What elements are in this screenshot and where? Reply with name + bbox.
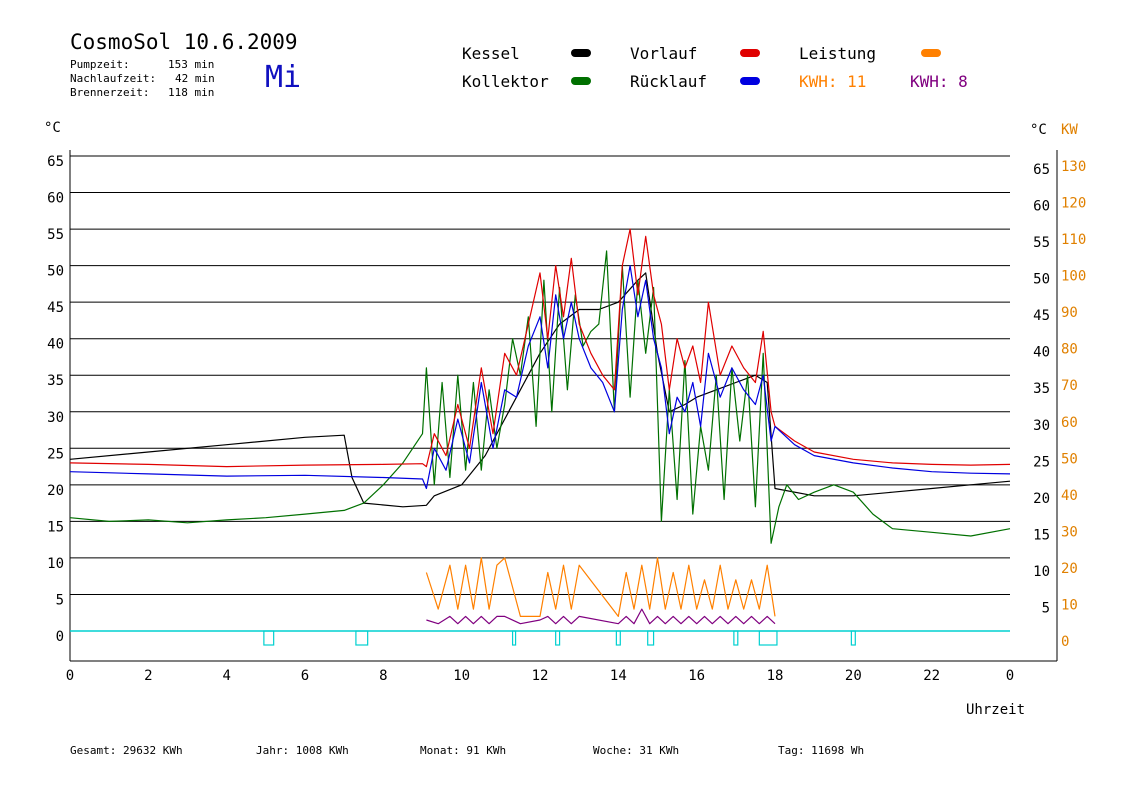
legend-ruecklauf-swatch xyxy=(740,77,760,85)
legend-kwh-orange: KWH: 11 xyxy=(799,72,867,91)
info-pumpzeit-value: 153 min xyxy=(168,58,215,71)
pump-on-marker xyxy=(647,630,655,646)
y-tick-label: 5 xyxy=(56,592,64,608)
legend-leistung-swatch xyxy=(921,49,941,57)
y-right-tick-label: 60 xyxy=(1033,199,1050,215)
x-tick-label: 2 xyxy=(144,668,152,684)
x-tick-label: 6 xyxy=(301,668,309,684)
info-nachlaufzeit-value: 42 min xyxy=(175,72,215,85)
right-axis-unit-kw: KW xyxy=(1061,122,1078,138)
x-tick-label: 16 xyxy=(688,668,705,684)
series-line-4 xyxy=(425,557,776,618)
info-brennerzeit-label: Brennerzeit: xyxy=(70,86,150,99)
info-nachlaufzeit-label: Nachlaufzeit: xyxy=(70,72,157,85)
series-line-0 xyxy=(69,272,1011,508)
y2-tick-label: 40 xyxy=(1061,488,1078,504)
y-tick-label: 60 xyxy=(47,191,64,207)
y-right-tick-label: 15 xyxy=(1033,527,1050,543)
footer-jahr: Jahr: 1008 KWh xyxy=(256,744,349,757)
y-right-tick-label: 25 xyxy=(1033,454,1050,470)
y2-tick-label: 0 xyxy=(1061,634,1069,650)
legend-kessel: Kessel xyxy=(462,44,520,63)
footer-monat: Monat: 91 KWh xyxy=(420,744,507,757)
legend-vorlauf: Vorlauf xyxy=(630,44,698,63)
footer-gesamt: Gesamt: 29632 KWh xyxy=(70,744,183,757)
x-axis-label: Uhrzeit xyxy=(966,702,1026,718)
x-tick-label: 14 xyxy=(610,668,627,684)
legend-kollektor-swatch xyxy=(571,77,591,85)
y2-tick-label: 110 xyxy=(1061,232,1086,248)
y2-tick-label: 30 xyxy=(1061,524,1078,540)
y-tick-label: 0 xyxy=(56,629,64,645)
y2-tick-label: 90 xyxy=(1061,305,1078,321)
legend-leistung: Leistung xyxy=(799,44,877,63)
pump-on-marker xyxy=(511,630,517,646)
y-tick-label: 65 xyxy=(47,154,64,170)
pump-on-marker xyxy=(355,630,369,646)
x-tick-label: 18 xyxy=(767,668,784,684)
x-tick-label: 10 xyxy=(453,668,470,684)
y2-tick-label: 60 xyxy=(1061,415,1078,431)
y-tick-label: 40 xyxy=(47,337,64,353)
x-tick-label: 0 xyxy=(1006,668,1014,684)
pump-on-marker xyxy=(555,630,561,646)
series-line-2 xyxy=(69,228,1011,468)
info-brennerzeit-value: 118 min xyxy=(168,86,215,99)
pump-on-marker xyxy=(758,630,778,646)
pump-on-marker xyxy=(850,630,856,646)
y-right-tick-label: 35 xyxy=(1033,381,1050,397)
x-tick-label: 12 xyxy=(532,668,549,684)
x-tick-label: 20 xyxy=(845,668,862,684)
pump-on-marker xyxy=(615,630,621,646)
y2-tick-label: 120 xyxy=(1061,196,1086,212)
y-tick-label: 15 xyxy=(47,519,64,535)
y2-tick-label: 70 xyxy=(1061,378,1078,394)
y-right-tick-label: 30 xyxy=(1033,418,1050,434)
x-tick-label: 0 xyxy=(66,668,74,684)
y-tick-label: 10 xyxy=(47,556,64,572)
y-right-tick-label: 45 xyxy=(1033,308,1050,324)
y-right-tick-label: 65 xyxy=(1033,162,1050,178)
x-tick-label: 4 xyxy=(222,668,230,684)
y2-tick-label: 50 xyxy=(1061,451,1078,467)
y-right-tick-label: 40 xyxy=(1033,345,1050,361)
pump-on-marker xyxy=(733,630,739,646)
series-line-3 xyxy=(69,265,1011,490)
y-right-tick-label: 10 xyxy=(1033,564,1050,580)
right-axis-unit-c: °C xyxy=(1030,122,1047,138)
series-line-5 xyxy=(426,608,776,625)
y2-tick-label: 20 xyxy=(1061,561,1078,577)
legend-ruecklauf: Rücklauf xyxy=(630,72,708,91)
series-line-1 xyxy=(69,250,1011,544)
y-right-tick-label: 50 xyxy=(1033,272,1050,288)
y2-tick-label: 130 xyxy=(1061,159,1086,175)
y2-tick-label: 80 xyxy=(1061,342,1078,358)
y-tick-label: 45 xyxy=(47,300,64,316)
y-right-tick-label: 55 xyxy=(1033,235,1050,251)
legend-kwh-purple: KWH: 8 xyxy=(910,72,968,91)
x-tick-label: 22 xyxy=(923,668,940,684)
info-pumpzeit-label: Pumpzeit: xyxy=(70,58,130,71)
y2-tick-label: 100 xyxy=(1061,269,1086,285)
y2-tick-label: 10 xyxy=(1061,597,1078,613)
weekday-label: Mi xyxy=(265,60,302,95)
y-tick-label: 25 xyxy=(47,446,64,462)
y-tick-label: 35 xyxy=(47,373,64,389)
y-tick-label: 30 xyxy=(47,410,64,426)
legend-vorlauf-swatch xyxy=(740,49,760,57)
y-tick-label: 55 xyxy=(47,227,64,243)
left-axis-unit: °C xyxy=(44,120,61,136)
legend-kessel-swatch xyxy=(571,49,591,57)
pump-on-marker xyxy=(263,630,275,646)
legend-kollektor: Kollektor xyxy=(462,72,549,91)
y-right-tick-label: 5 xyxy=(1042,600,1050,616)
footer-woche: Woche: 31 KWh xyxy=(593,744,680,757)
chart-title: CosmoSol 10.6.2009 xyxy=(70,30,298,54)
x-tick-label: 8 xyxy=(379,668,387,684)
y-tick-label: 20 xyxy=(47,483,64,499)
y-right-tick-label: 20 xyxy=(1033,491,1050,507)
footer-tag: Tag: 11698 Wh xyxy=(778,744,865,757)
y-tick-label: 50 xyxy=(47,264,64,280)
